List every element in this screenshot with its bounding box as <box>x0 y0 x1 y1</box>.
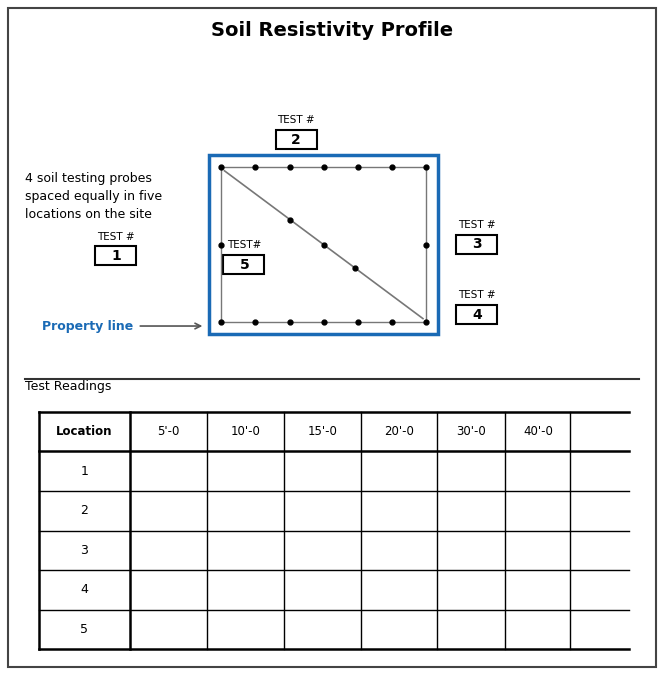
Text: 3: 3 <box>80 544 88 557</box>
Bar <box>456 305 497 324</box>
Text: TEST#: TEST# <box>227 240 262 250</box>
Text: 2: 2 <box>80 504 88 517</box>
Text: 1: 1 <box>112 249 121 263</box>
Bar <box>209 155 438 334</box>
Text: Soil Resistivity Profile: Soil Resistivity Profile <box>211 21 453 40</box>
Text: 30'-0: 30'-0 <box>457 425 486 438</box>
Bar <box>456 235 497 254</box>
Text: 4 soil testing probes
spaced equally in five
locations on the site: 4 soil testing probes spaced equally in … <box>25 172 163 221</box>
Text: 5'-0: 5'-0 <box>157 425 180 438</box>
Text: TEST #: TEST # <box>458 219 495 230</box>
Text: 2: 2 <box>291 133 300 146</box>
Bar <box>223 255 264 274</box>
Text: 1: 1 <box>80 464 88 478</box>
Text: 4: 4 <box>80 583 88 597</box>
Bar <box>276 130 317 149</box>
Text: 3: 3 <box>472 238 481 251</box>
Text: 4: 4 <box>472 308 481 321</box>
Bar <box>95 246 136 265</box>
Text: 20'-0: 20'-0 <box>384 425 414 438</box>
Text: TEST #: TEST # <box>458 290 495 300</box>
Text: Test Readings: Test Readings <box>25 380 112 393</box>
Text: 15'-0: 15'-0 <box>307 425 337 438</box>
Text: Property line: Property line <box>42 319 133 333</box>
Text: TEST #: TEST # <box>98 232 135 242</box>
Text: 5: 5 <box>240 258 249 271</box>
Text: 40'-0: 40'-0 <box>523 425 553 438</box>
Text: 5: 5 <box>80 623 88 636</box>
Text: TEST #: TEST # <box>277 115 314 125</box>
Text: Location: Location <box>56 425 113 438</box>
Text: 10'-0: 10'-0 <box>230 425 260 438</box>
